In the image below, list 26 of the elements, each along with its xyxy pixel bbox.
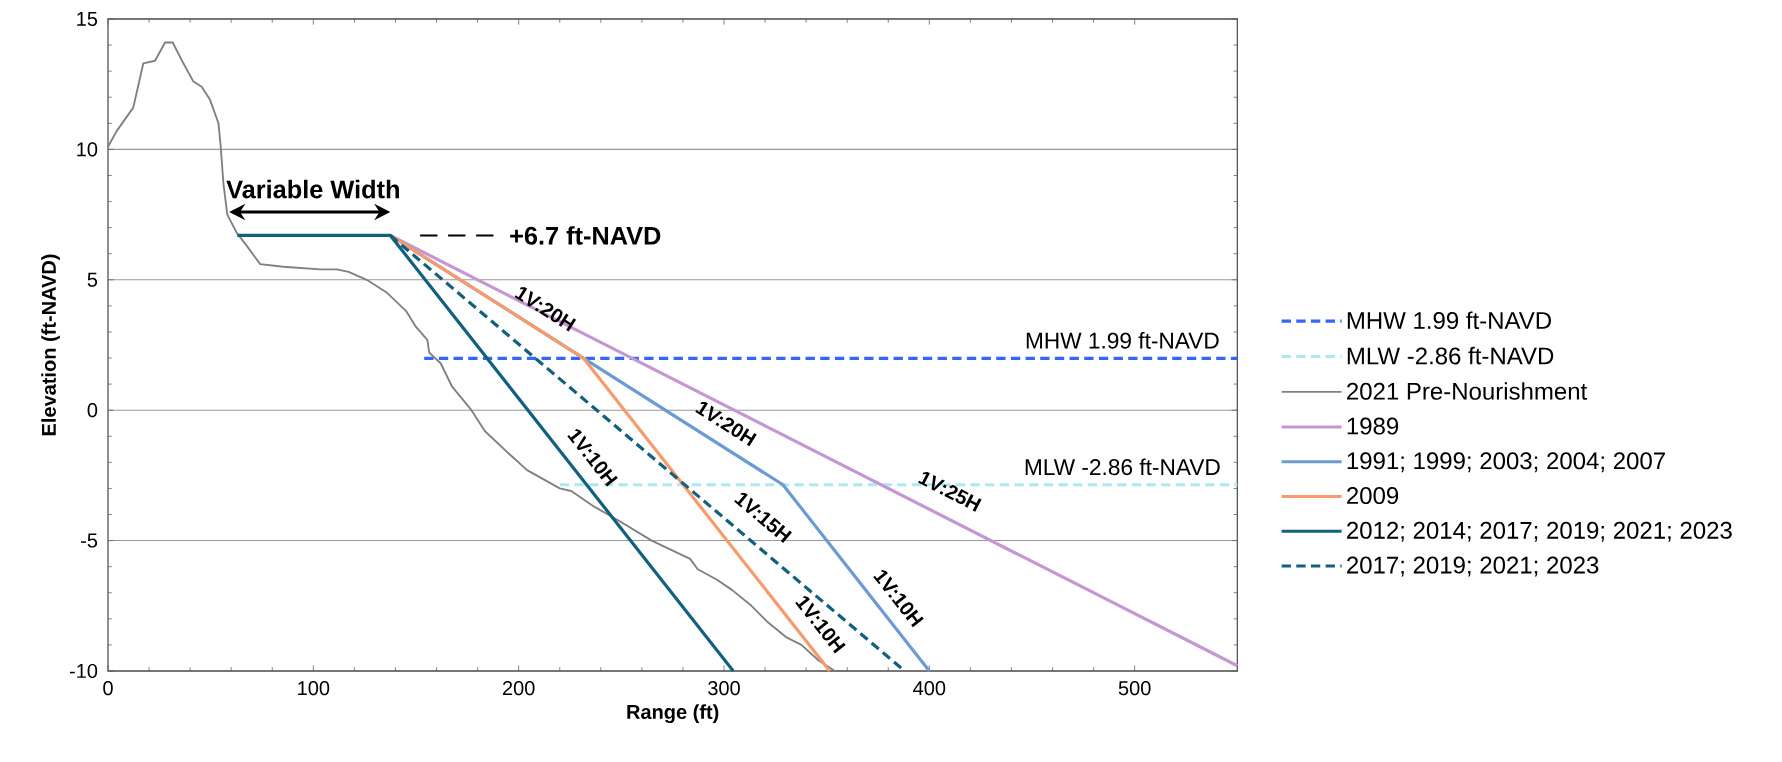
y-tick-label: 15 <box>77 12 98 26</box>
y-tick-label: 10 <box>77 142 98 157</box>
legend-label: MLW -2.86 ft-NAVD <box>1347 346 1554 365</box>
y-tick-label: 5 <box>87 272 98 287</box>
x-tick-label: 0 <box>103 681 113 696</box>
y-tick-label: -5 <box>81 533 98 548</box>
y-tick-label: 0 <box>87 403 98 418</box>
legend-label: 2021 Pre-Nourishment <box>1347 382 1588 400</box>
legend-label: MHW 1.99 ft-NAVD <box>1347 311 1551 330</box>
legend-label: 1989 <box>1347 417 1399 435</box>
x-tick-label: 500 <box>1118 681 1151 696</box>
annotation: MLW -2.86 ft-NAVD <box>1025 458 1220 476</box>
annotation: +6.7 ft-NAVD <box>510 226 661 245</box>
legend-label: 2017; 2019; 2021; 2023 <box>1347 556 1599 577</box>
y-axis-title: Elevation (ft-NAVD) <box>41 254 60 436</box>
x-tick-label: 200 <box>502 681 535 696</box>
x-tick-label: 100 <box>298 681 330 696</box>
x-tick-label: 400 <box>913 681 946 696</box>
y-tick-label: -10 <box>69 663 98 679</box>
legend-label: 1991; 1999; 2003; 2004; 2007 <box>1347 452 1665 473</box>
legend-label: 2009 <box>1347 487 1399 505</box>
annotation: MHW 1.99 ft-NAVD <box>1026 332 1219 349</box>
x-axis-title: Range (ft) <box>627 704 719 724</box>
legend-label: 2012; 2014; 2017; 2019; 2021; 2023 <box>1347 521 1732 542</box>
x-tick-label: 300 <box>708 681 740 696</box>
annotation: Variable Width <box>226 179 399 199</box>
